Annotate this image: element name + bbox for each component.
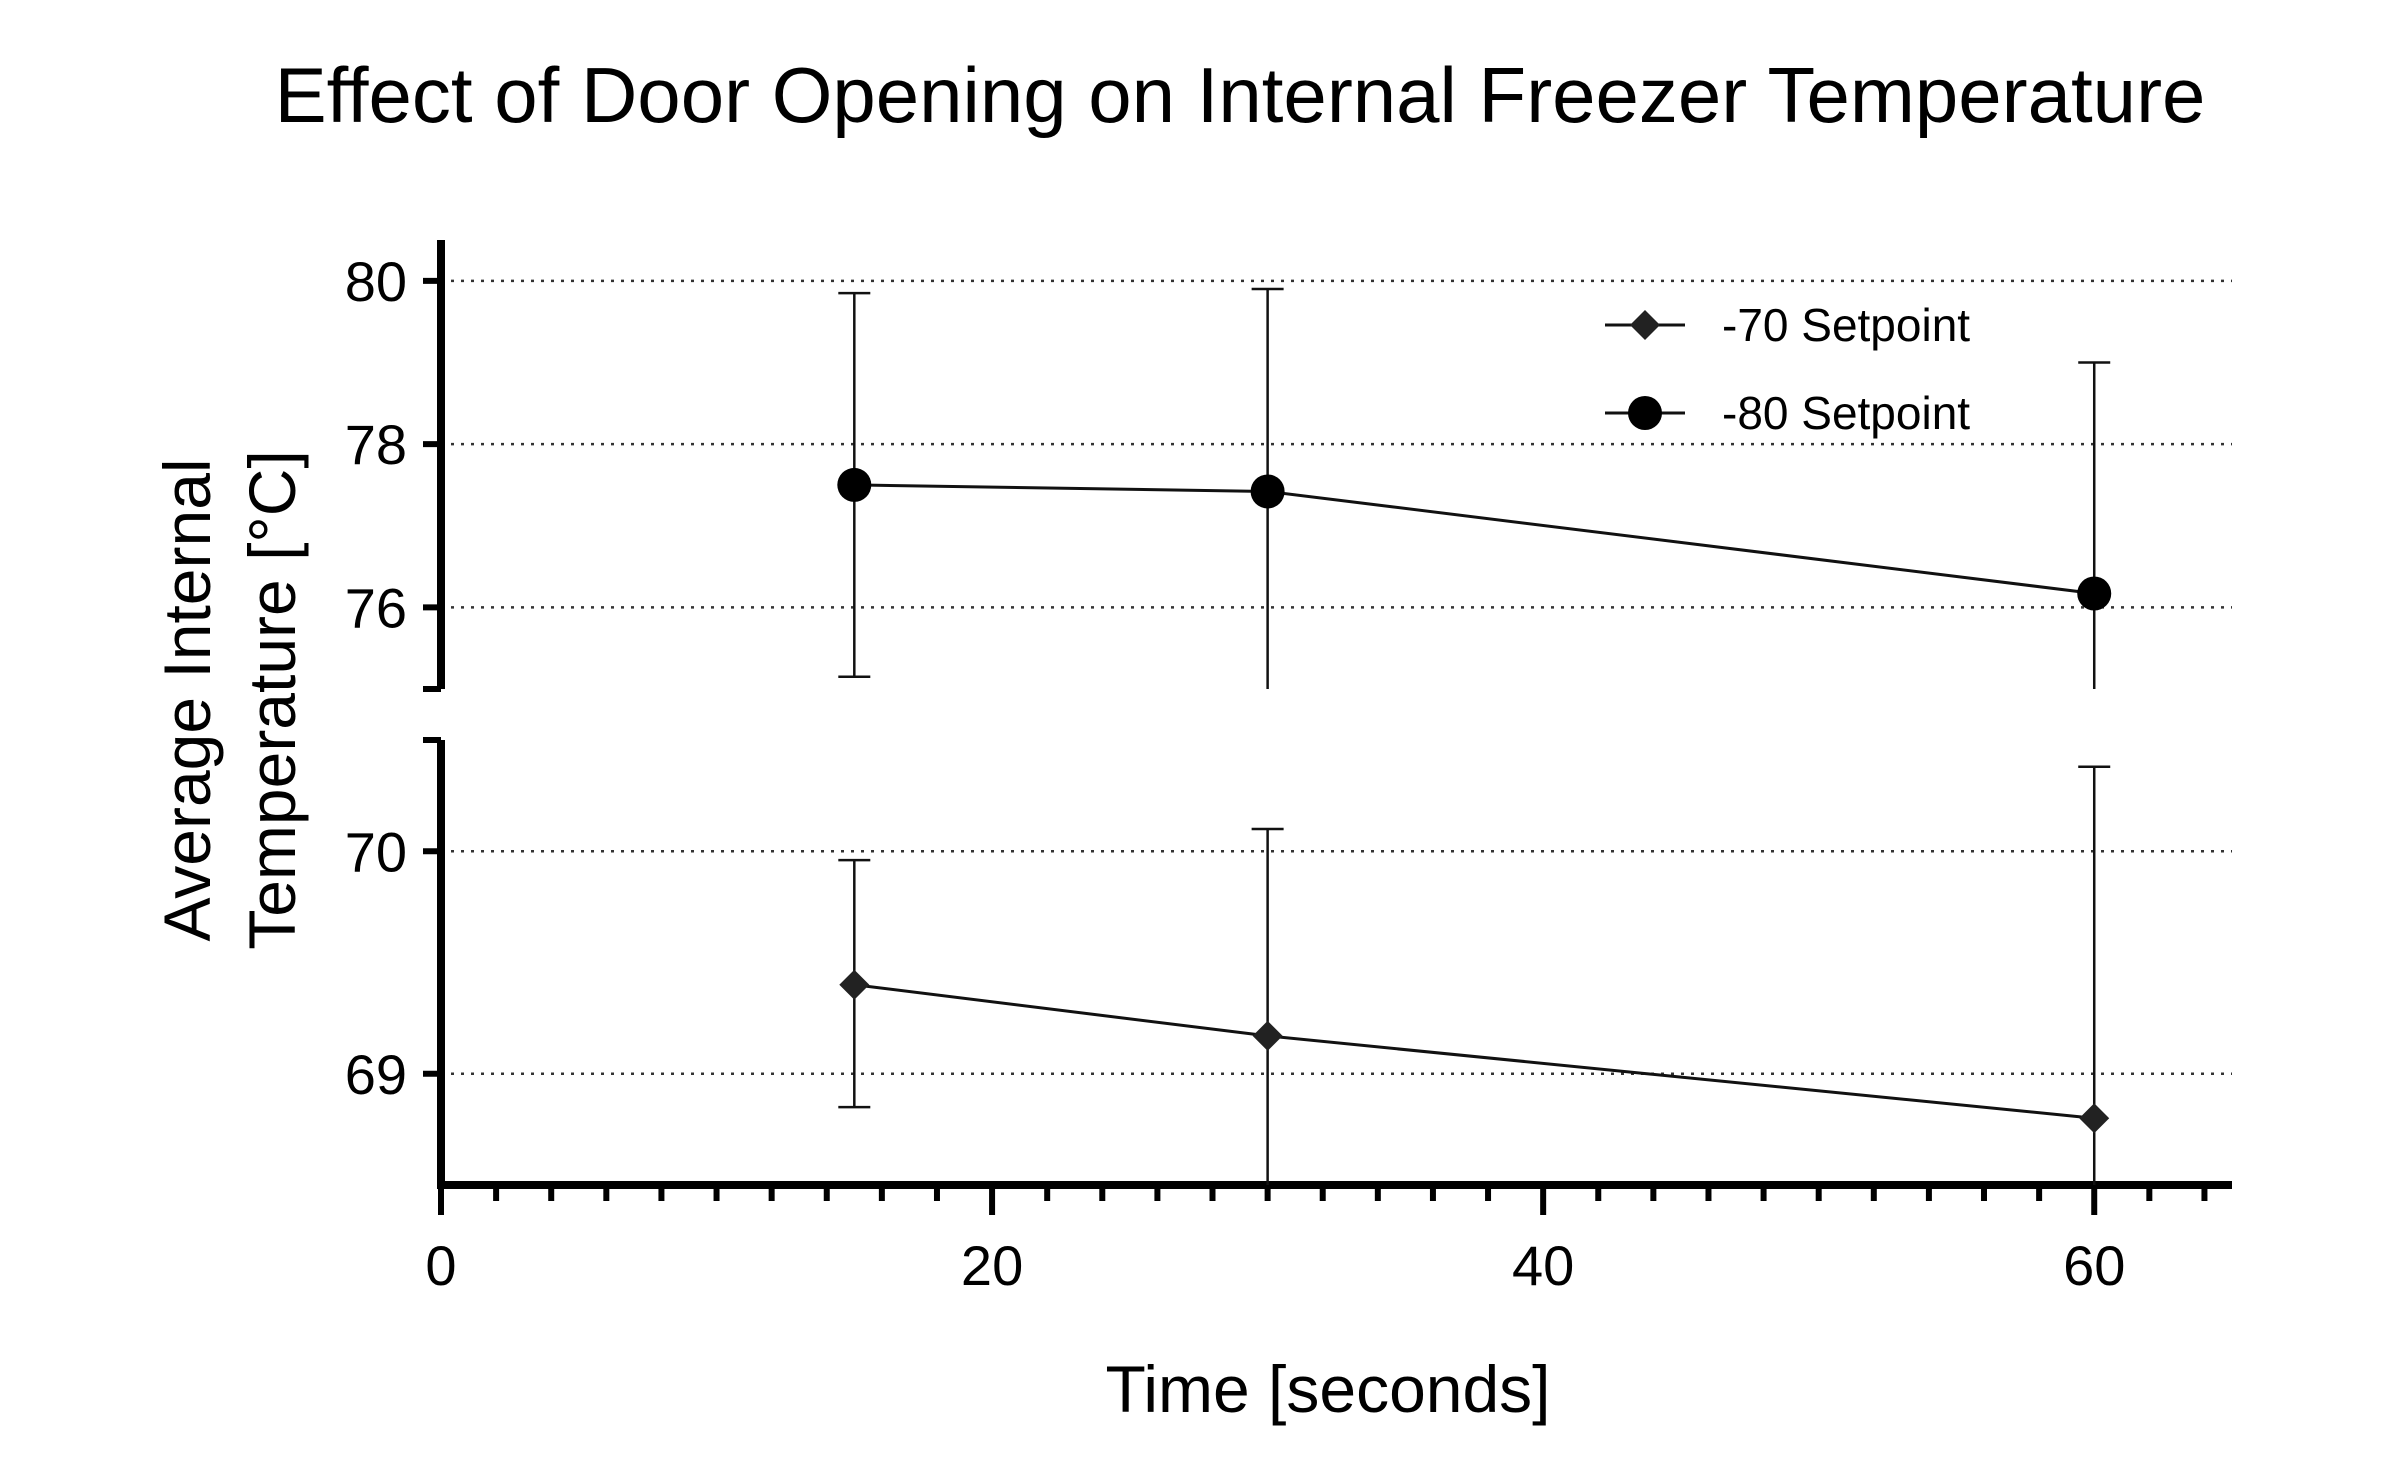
data-point-2-0 — [837, 467, 872, 502]
data-point-1-2 — [2079, 1103, 2110, 1134]
legend-item-1: -70 Setpoint — [1605, 299, 1970, 351]
series-line-2 — [854, 483, 2095, 595]
grid-lines — [441, 279, 2232, 1075]
axes: 76 78 80 69 70 0 20 40 60 — [345, 240, 2232, 1297]
legend-label-2: -80 Setpoint — [1722, 387, 1970, 439]
series-line-1 — [854, 983, 2095, 1120]
x-tick-label-20: 20 — [961, 1234, 1023, 1297]
x-tick-label-60: 60 — [2063, 1234, 2125, 1297]
legend-label-1: -70 Setpoint — [1722, 299, 1970, 351]
y-axis-label: Average Internal Temperature [°C] — [150, 450, 309, 950]
y-tick-label-76: 76 — [345, 576, 407, 639]
data-point-2-1 — [1250, 474, 1285, 509]
y-axis-label-line-2: Temperature [°C] — [235, 450, 309, 950]
series-2 — [837, 287, 2112, 689]
data-point-1-1 — [1252, 1020, 1283, 1051]
series-1 — [838, 765, 2111, 1185]
data-point-2-2 — [2077, 576, 2112, 611]
legend: -70 Setpoint -80 Setpoint — [1605, 299, 1970, 439]
y-tick-label-80: 80 — [345, 250, 407, 313]
y-tick-label-78: 78 — [345, 413, 407, 476]
x-tick-label-40: 40 — [1512, 1234, 1574, 1297]
x-tick-label-0: 0 — [425, 1234, 456, 1297]
data-series — [837, 287, 2112, 1185]
chart-title: Effect of Door Opening on Internal Freez… — [275, 51, 2206, 139]
legend-marker-2 — [1628, 396, 1662, 430]
x-axis-label: Time [seconds] — [1105, 1352, 1550, 1426]
legend-marker-1 — [1630, 310, 1660, 340]
y-axis-label-line-1: Average Internal — [150, 458, 224, 941]
legend-item-2: -80 Setpoint — [1605, 387, 1970, 439]
y-tick-label-69: 69 — [345, 1043, 407, 1106]
y-tick-label-70: 70 — [345, 820, 407, 883]
data-point-1-0 — [839, 969, 870, 1000]
